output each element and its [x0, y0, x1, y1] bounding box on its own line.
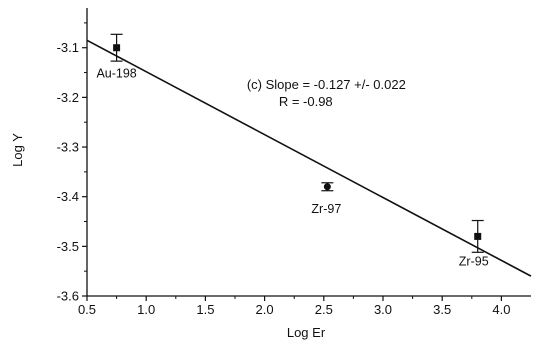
y-tick-label: -3.3: [57, 140, 79, 155]
y-tick-label: -3.4: [57, 189, 79, 204]
x-tick-label: 1.5: [196, 302, 214, 317]
annotation-slope: (c) Slope = -0.127 +/- 0.022: [247, 77, 406, 92]
x-tick-label: 0.5: [78, 302, 96, 317]
x-tick-label: 2.5: [315, 302, 333, 317]
data-point-marker: [474, 232, 482, 240]
y-tick-label: -3.1: [57, 40, 79, 55]
fit-line: [86, 39, 532, 277]
point-label: Zr-97: [311, 202, 341, 216]
point-label: Au-198: [96, 67, 136, 81]
y-axis-label: Log Y: [10, 133, 25, 167]
x-tick-label: 3.0: [374, 302, 392, 317]
ticks: 0.5 1.0 1.5 2.0 2.5 3.0 3.5 4.0 -3.1 -3.2 -3.3 -3.4…: [57, 22, 510, 317]
data-points: Au-198 Zr-97 Zr-95: [96, 33, 489, 268]
point-label: Zr-95: [459, 254, 489, 268]
y-tick-label: -3.5: [57, 239, 79, 254]
x-axis-label: Log Er: [287, 325, 326, 340]
y-tick-label: -3.6: [57, 289, 79, 304]
x-tick-label: 2.0: [256, 302, 274, 317]
annotation-r: R = -0.98: [279, 94, 333, 109]
x-tick-label: 3.5: [433, 302, 451, 317]
x-tick-label: 1.0: [137, 302, 155, 317]
axes: [86, 8, 531, 297]
y-tick-label: -3.2: [57, 90, 79, 105]
x-tick-label: 4.0: [492, 302, 510, 317]
data-point-marker: [113, 44, 121, 52]
data-point-marker: [323, 183, 331, 191]
fit-line-group: [86, 39, 532, 277]
